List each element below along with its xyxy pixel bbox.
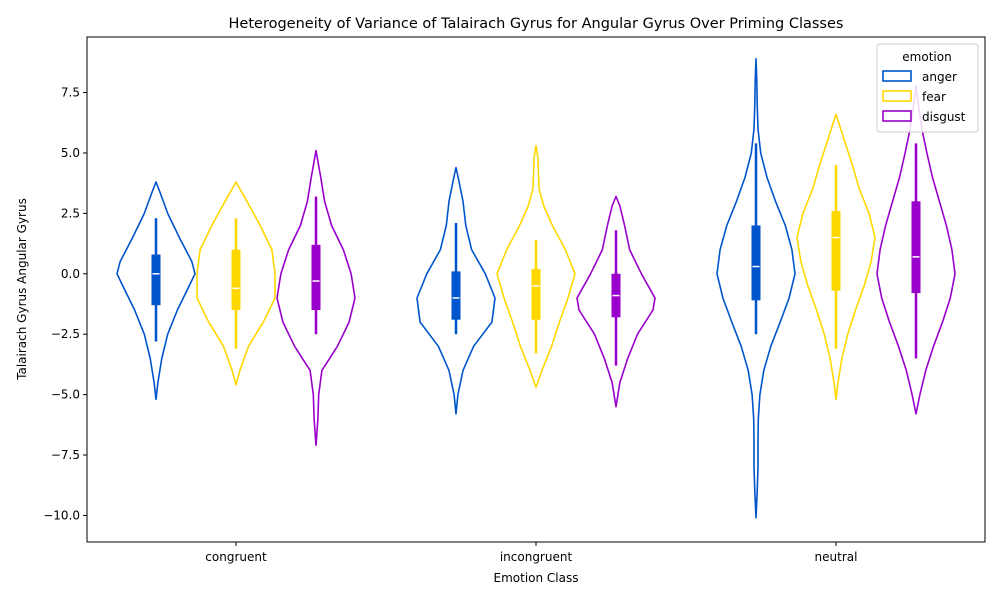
legend-label-fear: fear (922, 90, 946, 104)
violin-outline (276, 149, 356, 447)
violin-disgust-incongruent (576, 195, 656, 408)
violin-fear-neutral (796, 113, 876, 401)
y-tick-label: −2.5 (51, 327, 80, 341)
legend-title: emotion (902, 50, 951, 64)
legend-label-anger: anger (922, 70, 957, 84)
violin-disgust-neutral (876, 84, 956, 415)
legend-swatch-fear (882, 90, 912, 102)
chart-title: Heterogeneity of Variance of Talairach G… (229, 16, 844, 32)
y-tick-label: −7.5 (51, 448, 80, 462)
y-tick-label: −10.0 (43, 508, 80, 522)
violin-iqr-box (531, 268, 541, 320)
y-tick-label: 7.5 (61, 86, 80, 100)
y-tick-label: −5.0 (51, 388, 80, 402)
violin-outline (496, 144, 576, 389)
x-tick-label: incongruent (500, 550, 573, 564)
violin-outline (716, 57, 796, 519)
violin-outline (416, 166, 496, 415)
violin-anger-neutral (716, 57, 796, 519)
plot-area (116, 57, 956, 519)
violin-anger-congruent (116, 181, 196, 401)
legend: emotion anger fear disgust (876, 43, 979, 133)
legend-swatch-anger (882, 70, 912, 82)
violin-iqr-box (911, 201, 921, 294)
y-tick-label: 5.0 (61, 146, 80, 160)
violin-outline (796, 113, 876, 401)
violin-iqr-box (451, 271, 461, 320)
violin-iqr-box (151, 254, 161, 306)
violin-outline (196, 181, 276, 386)
y-tick-label: 0.0 (61, 267, 80, 281)
y-tick-label: 2.5 (61, 206, 80, 220)
violin-iqr-box (751, 225, 761, 301)
x-axis: congruent incongruent neutral (205, 542, 857, 564)
legend-label-disgust: disgust (922, 110, 966, 124)
violin-fear-incongruent (496, 144, 576, 389)
x-tick-label: congruent (205, 550, 267, 564)
y-axis-title: Talairach Gyrus Angular Gyrus (15, 198, 29, 381)
x-tick-label: neutral (815, 550, 858, 564)
violin-iqr-box (311, 244, 321, 311)
violin-disgust-congruent (276, 149, 356, 447)
violin-iqr-box (831, 210, 841, 291)
violin-outline (116, 181, 196, 401)
x-axis-title: Emotion Class (494, 571, 579, 585)
legend-frame (876, 43, 979, 133)
violin-iqr-box (231, 249, 241, 311)
violin-fear-congruent (196, 181, 276, 386)
violin-outline (576, 195, 656, 408)
violin-anger-incongruent (416, 166, 496, 415)
legend-swatch-disgust (882, 110, 912, 122)
y-axis: −10.0 −7.5 −5.0 −2.5 0.0 2.5 5.0 7.5 (43, 86, 87, 522)
